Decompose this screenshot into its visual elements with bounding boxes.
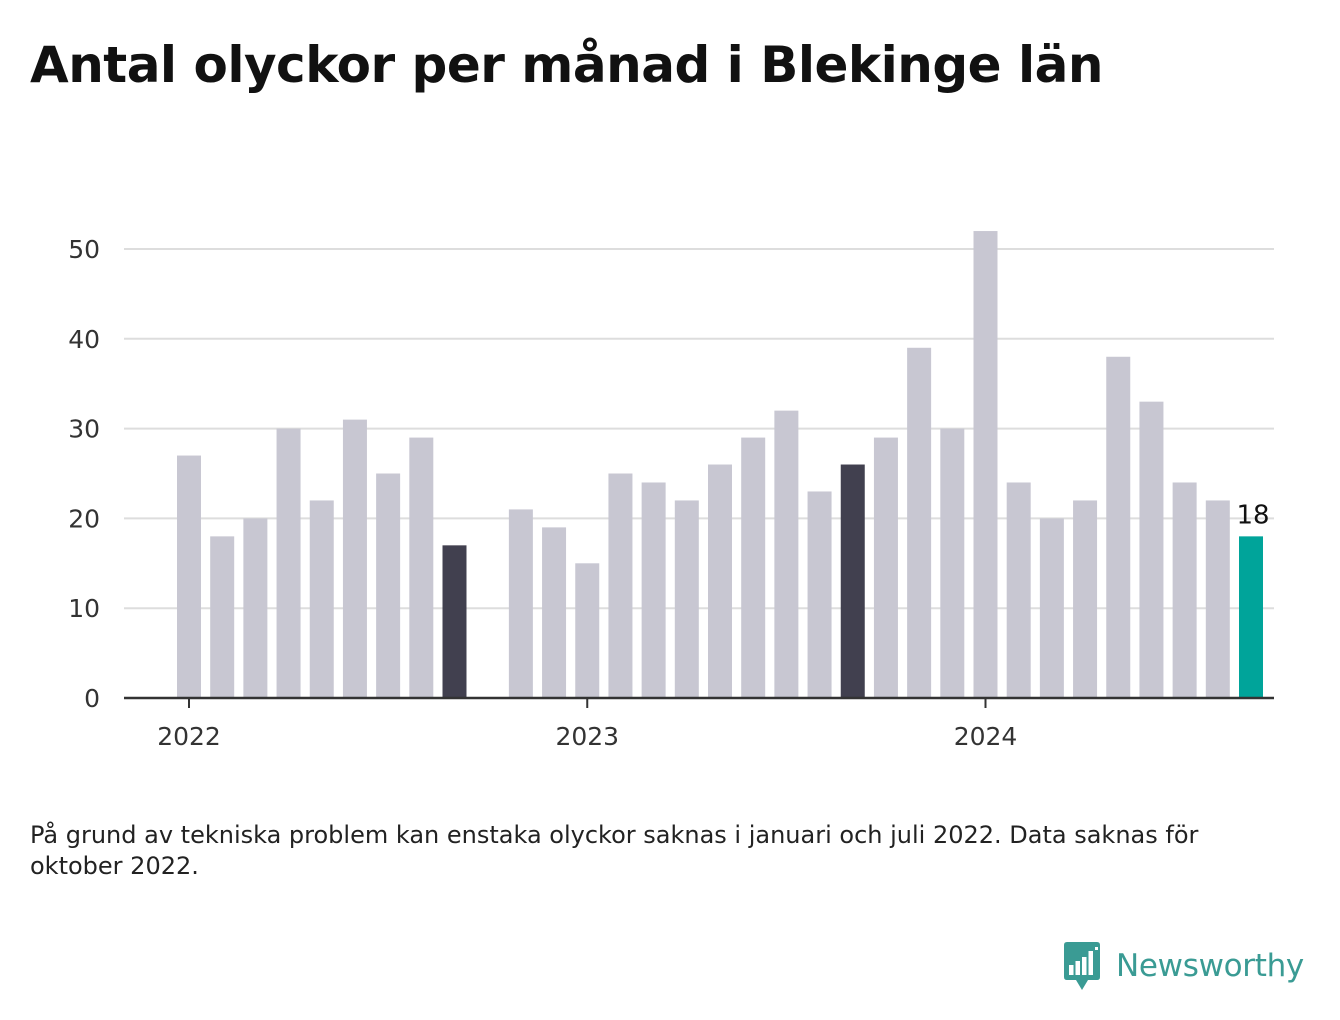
brand-name: Newsworthy xyxy=(1116,948,1304,984)
bar-2022-08 xyxy=(409,437,434,698)
bar-2023-02 xyxy=(608,473,633,698)
bar-2023-07 xyxy=(774,410,799,698)
bar-2022-09 xyxy=(442,545,467,698)
x-axis: 2022 2023 2024 xyxy=(124,696,1274,751)
bar-2024-07 xyxy=(1172,482,1197,698)
chart-title: Antal olyckor per månad i Blekinge län xyxy=(30,36,1103,94)
bar-2022-05 xyxy=(309,500,334,698)
bar-2022-06 xyxy=(342,419,367,698)
bar-2022-03 xyxy=(243,518,268,698)
data-labels: 18 xyxy=(1236,500,1269,530)
y-tick-label-40: 40 xyxy=(68,325,100,354)
bar-2023-03 xyxy=(641,482,666,698)
y-axis: 0 10 20 30 40 50 xyxy=(68,235,100,713)
bar-2024-05 xyxy=(1106,356,1131,698)
bar-chart: 0 10 20 30 40 50 18 2022 2023 2024 xyxy=(68,231,1274,751)
y-tick-label-30: 30 xyxy=(68,415,100,444)
bar-2024-02 xyxy=(1006,482,1031,698)
bar-2024-01 xyxy=(973,231,998,699)
bar-2022-01 xyxy=(177,455,201,698)
footnote: På grund av tekniska problem kan enstaka… xyxy=(30,821,1199,880)
bar-2023-08 xyxy=(807,491,832,698)
newsworthy-chart-bubble-icon xyxy=(1064,942,1100,990)
bar-2023-01 xyxy=(575,563,600,698)
y-tick-label-50: 50 xyxy=(68,235,100,264)
bar-2024-03 xyxy=(1039,518,1064,698)
bar-2022-11 xyxy=(508,509,533,698)
bars xyxy=(177,231,1263,699)
bar-2023-11 xyxy=(907,347,932,698)
x-tick-label-2023: 2023 xyxy=(555,722,619,751)
bar-2024-06 xyxy=(1139,401,1164,698)
bar-2023-05 xyxy=(708,464,732,698)
x-tick-label-2022: 2022 xyxy=(157,722,221,751)
bar-2023-09 xyxy=(840,464,865,698)
bar-2022-07 xyxy=(376,473,401,698)
bar-2023-04 xyxy=(674,500,699,698)
y-tick-label-0: 0 xyxy=(84,684,100,713)
data-label-2024-09: 18 xyxy=(1236,500,1269,530)
bar-2023-10 xyxy=(873,437,898,698)
bar-2023-06 xyxy=(741,437,766,698)
bar-2022-04 xyxy=(276,428,301,698)
bar-2024-08 xyxy=(1205,500,1230,698)
y-tick-label-20: 20 xyxy=(68,504,100,533)
bar-2022-12 xyxy=(542,527,567,698)
bar-2022-02 xyxy=(210,536,235,698)
x-tick-label-2024: 2024 xyxy=(954,722,1018,751)
bar-2023-12 xyxy=(940,428,965,698)
bar-2024-09 xyxy=(1239,536,1263,698)
y-tick-label-10: 10 xyxy=(68,594,100,623)
newsworthy-brand[interactable]: Newsworthy xyxy=(1062,940,1304,992)
bar-2024-04 xyxy=(1073,500,1098,698)
